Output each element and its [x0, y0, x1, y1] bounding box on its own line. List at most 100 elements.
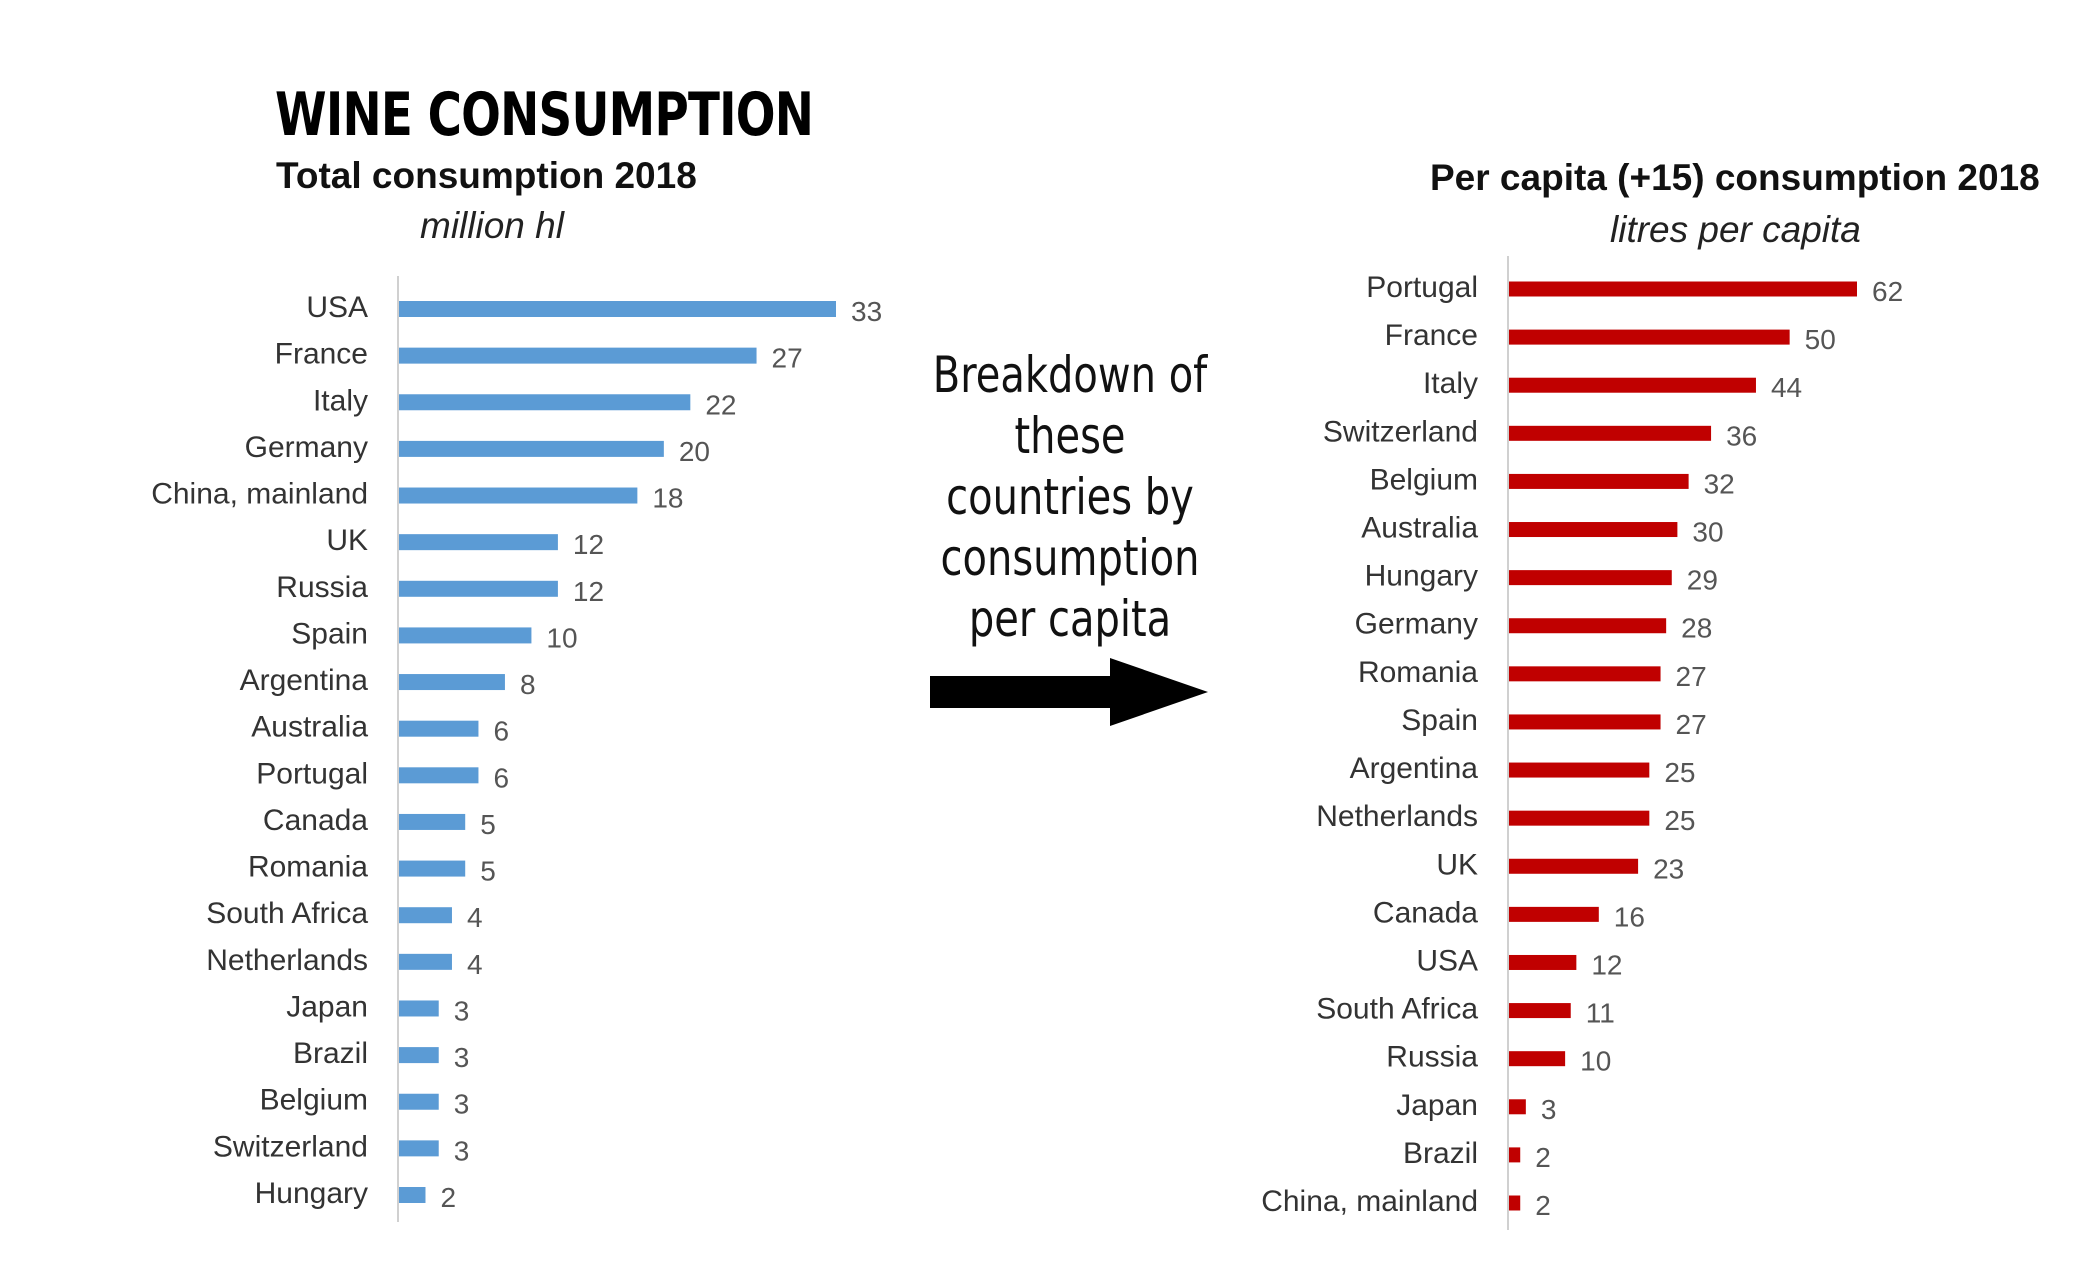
right-bar — [1509, 570, 1672, 586]
left-category-label: Germany — [245, 431, 368, 464]
left-category-label: Belgium — [260, 1084, 368, 1117]
right-category-label: Italy — [1423, 367, 1478, 400]
left-category-label: Japan — [286, 990, 368, 1023]
right-chart-title: Per capita (+15) consumption 2018 — [1430, 157, 2040, 198]
left-bar — [399, 627, 532, 644]
right-category-label: Germany — [1355, 608, 1478, 641]
right-bar — [1509, 473, 1689, 489]
left-bar — [399, 534, 558, 551]
right-bar — [1509, 906, 1599, 922]
left-bar — [399, 347, 757, 364]
left-value-label: 4 — [467, 949, 483, 980]
right-value-label: 11 — [1586, 998, 1615, 1029]
left-category-label: Spain — [291, 617, 368, 650]
right-bar — [1509, 522, 1678, 538]
right-value-label: 50 — [1805, 324, 1836, 355]
left-value-label: 4 — [467, 902, 483, 933]
left-category-label: Italy — [313, 384, 368, 417]
right-category-label: Hungary — [1365, 560, 1478, 593]
right-value-label: 36 — [1726, 420, 1757, 451]
left-category-label: China, mainland — [151, 478, 368, 511]
left-value-label: 10 — [546, 622, 577, 653]
right-value-label: 44 — [1771, 372, 1802, 403]
left-value-label: 6 — [493, 716, 509, 747]
right-value-label: 30 — [1692, 517, 1723, 548]
right-bar — [1509, 954, 1577, 970]
right-category-label: Switzerland — [1323, 415, 1478, 448]
right-bar — [1509, 714, 1661, 730]
right-category-label: Romania — [1358, 656, 1478, 689]
left-category-label: Australia — [251, 711, 368, 744]
left-bar — [399, 580, 558, 597]
left-category-label: Canada — [263, 804, 368, 837]
left-category-label: UK — [326, 524, 368, 557]
right-value-label: 27 — [1676, 661, 1707, 692]
left-category-label: Romania — [248, 851, 368, 884]
left-category-label: Portugal — [256, 757, 368, 790]
left-value-label: 5 — [480, 809, 496, 840]
right-value-label: 28 — [1681, 613, 1712, 644]
left-bar — [399, 394, 691, 411]
left-value-label: 20 — [679, 436, 710, 467]
left-value-label: 3 — [454, 995, 470, 1026]
right-bar — [1509, 425, 1712, 441]
left-bar — [399, 860, 466, 877]
left-category-label: Netherlands — [206, 944, 368, 977]
left-category-label: Brazil — [293, 1037, 368, 1070]
left-bar — [399, 1140, 439, 1157]
right-category-label: Spain — [1401, 704, 1478, 737]
right-bar — [1509, 666, 1661, 682]
right-value-label: 62 — [1872, 276, 1903, 307]
left-bar — [399, 487, 638, 504]
right-bar — [1509, 762, 1650, 778]
right-bar — [1509, 281, 1857, 297]
left-chart-unit: million hl — [420, 205, 564, 246]
left-value-label: 22 — [705, 389, 736, 420]
left-bar — [399, 1093, 439, 1110]
right-value-label: 12 — [1591, 949, 1622, 980]
left-bar — [399, 953, 452, 970]
right-value-label: 16 — [1614, 901, 1645, 932]
right-category-label: Australia — [1361, 512, 1478, 545]
left-value-label: 12 — [573, 529, 604, 560]
right-category-label: Belgium — [1370, 463, 1478, 496]
right-value-label: 10 — [1580, 1046, 1611, 1077]
left-bar — [399, 1187, 426, 1203]
right-category-label: Argentina — [1350, 752, 1479, 785]
left-bar — [399, 720, 479, 737]
left-value-label: 12 — [573, 576, 604, 607]
right-bar — [1509, 1051, 1566, 1067]
left-value-label: 3 — [454, 1135, 470, 1166]
right-value-label: 29 — [1687, 565, 1718, 596]
left-value-label: 18 — [652, 483, 683, 514]
left-bar — [399, 813, 466, 830]
right-bar — [1509, 810, 1650, 826]
right-bar-chart: Portugal 62 France 50 Italy 44 Switzerland 36 Be… — [1261, 256, 1903, 1230]
right-category-label: Japan — [1396, 1089, 1478, 1122]
right-category-label: Netherlands — [1316, 800, 1478, 833]
right-value-label: 27 — [1676, 709, 1707, 740]
annotation-text: Breakdown of these countries by consumpt… — [932, 346, 1208, 648]
left-category-label: Argentina — [240, 664, 369, 697]
left-chart-title: Total consumption 2018 — [276, 155, 697, 196]
right-bar — [1509, 1147, 1521, 1163]
left-value-label: 5 — [480, 856, 496, 887]
left-value-label: 3 — [454, 1042, 470, 1073]
arrow-icon — [930, 658, 1208, 726]
left-bar — [399, 440, 664, 457]
left-category-label: South Africa — [206, 897, 368, 930]
right-value-label: 3 — [1541, 1094, 1557, 1125]
left-bar — [399, 907, 452, 924]
left-category-label: France — [275, 338, 368, 371]
right-bar — [1509, 1099, 1526, 1115]
right-value-label: 25 — [1664, 757, 1695, 788]
left-category-label: USA — [306, 291, 368, 324]
right-value-label: 25 — [1664, 805, 1695, 836]
right-category-label: Russia — [1386, 1041, 1478, 1074]
right-category-label: Canada — [1373, 896, 1478, 929]
left-value-label: 6 — [493, 762, 509, 793]
right-category-label: France — [1385, 319, 1478, 352]
right-bar — [1509, 858, 1639, 874]
left-value-label: 8 — [520, 669, 536, 700]
